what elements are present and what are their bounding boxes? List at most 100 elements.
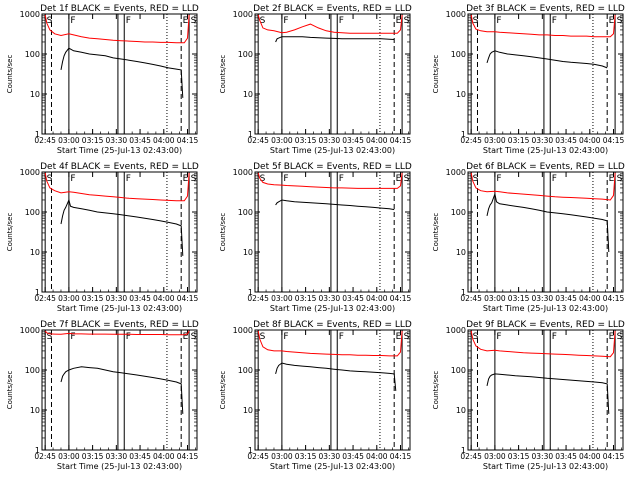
x-tick-label: 03:15 [295, 294, 317, 303]
x-axis-label: Start Time (25-Jul-13 02:43:00) [483, 462, 608, 471]
x-tick-label: 04:15 [177, 136, 199, 145]
plot-frame [467, 329, 624, 451]
y-tick-label: 100 [25, 50, 40, 59]
marker-label-S: S [404, 332, 410, 342]
x-tick-label: 04:00 [366, 136, 388, 145]
x-tick-label: 03:45 [342, 136, 364, 145]
x-tick-label: 04:00 [366, 452, 388, 461]
x-axis-label: Start Time (25-Jul-13 02:43:00) [57, 304, 182, 313]
panel-title: Det 7f BLACK = Events, RED = LLD [40, 320, 199, 330]
y-tick-label: 1000 [233, 326, 253, 335]
y-axis-label: Counts/sec [6, 213, 14, 252]
marker-label-F: F [339, 174, 344, 184]
marker-label-F: F [496, 332, 501, 342]
marker-label-S: S [260, 332, 266, 342]
marker-label-S: S [473, 16, 479, 26]
x-tick-label: 04:15 [390, 136, 412, 145]
marker-label-S: S [404, 16, 410, 26]
y-tick-label: 1 [35, 288, 40, 297]
marker-label-S: S [47, 174, 53, 184]
x-tick-label: 03:15 [295, 136, 317, 145]
panel-det-8: Det 8f BLACK = Events, RED = LLD Counts/s… [219, 320, 412, 471]
y-tick-label: 100 [25, 366, 40, 375]
x-axis-label: Start Time (25-Jul-13 02:43:00) [57, 462, 182, 471]
x-tick-label: 04:15 [603, 294, 625, 303]
marker-label-E: E [396, 332, 402, 342]
marker-label-F: F [126, 174, 131, 184]
plot-frame [41, 171, 198, 293]
panel-det-6: Det 6f BLACK = Events, RED = LLD Counts/s… [432, 162, 625, 313]
y-tick-label: 1 [35, 446, 40, 455]
x-tick-label: 04:00 [366, 294, 388, 303]
y-tick-label: 1000 [446, 326, 466, 335]
panel-det-7: Det 7f BLACK = Events, RED = LLD Counts/s… [6, 320, 199, 471]
series-line-lld [257, 330, 403, 357]
series-line-events [60, 198, 184, 256]
marker-label-S: S [617, 332, 623, 342]
y-tick-label: 100 [238, 50, 253, 59]
x-tick-label: 03:15 [82, 452, 104, 461]
panel-title: Det 2f BLACK = Events, RED = LLD [253, 4, 412, 14]
x-tick-label: 02:45 [247, 294, 269, 303]
series-line-events [486, 373, 610, 414]
y-tick-label: 10 [243, 90, 253, 99]
marker-label-S: S [191, 174, 197, 184]
panel-title: Det 9f BLACK = Events, RED = LLD [466, 320, 625, 330]
series-line-lld [470, 172, 616, 201]
marker-label-F: F [70, 332, 75, 342]
marker-label-F: F [552, 332, 557, 342]
marker-label-F: F [126, 16, 131, 26]
marker-label-S: S [47, 332, 53, 342]
panel-det-2: Det 2f BLACK = Events, RED = LLD Counts/s… [219, 4, 412, 155]
x-tick-label: 03:30 [532, 452, 554, 461]
marker-label-F: F [339, 332, 344, 342]
plot-frame [41, 13, 198, 135]
x-tick-label: 03:15 [508, 136, 530, 145]
marker-label-E: E [183, 174, 189, 184]
marker-label-S: S [260, 174, 266, 184]
panel-det-4: Det 4f BLACK = Events, RED = LLD Counts/s… [6, 162, 199, 313]
x-tick-label: 03:45 [129, 452, 151, 461]
marker-label-S: S [617, 174, 623, 184]
x-tick-label: 04:15 [177, 452, 199, 461]
marker-label-F: F [339, 16, 344, 26]
panel-det-3: Det 3f BLACK = Events, RED = LLD Counts/s… [432, 4, 625, 155]
panel-det-5: Det 5f BLACK = Events, RED = LLD Counts/s… [219, 162, 412, 313]
marker-label-F: F [496, 174, 501, 184]
x-tick-label: 03:00 [484, 294, 506, 303]
x-tick-label: 02:45 [34, 136, 56, 145]
plot-frame [467, 13, 624, 135]
x-tick-label: 03:45 [555, 136, 577, 145]
y-tick-label: 1000 [20, 10, 40, 19]
marker-label-S: S [617, 16, 623, 26]
x-tick-label: 04:00 [579, 294, 601, 303]
x-axis-label: Start Time (25-Jul-13 02:43:00) [483, 304, 608, 313]
marker-label-F: F [70, 174, 75, 184]
marker-label-F: F [126, 332, 131, 342]
y-tick-label: 1000 [446, 168, 466, 177]
y-axis-label: Counts/sec [432, 55, 440, 94]
marker-label-E: E [396, 174, 402, 184]
y-axis-label: Counts/sec [219, 213, 227, 252]
y-tick-label: 100 [238, 208, 253, 217]
y-tick-label: 100 [451, 208, 466, 217]
y-axis-label: Counts/sec [6, 371, 14, 410]
marker-label-E: E [396, 16, 402, 26]
x-tick-label: 03:30 [532, 294, 554, 303]
x-tick-label: 02:45 [247, 136, 269, 145]
x-tick-label: 04:00 [153, 452, 175, 461]
y-tick-label: 100 [25, 208, 40, 217]
x-tick-label: 03:45 [555, 294, 577, 303]
x-tick-label: 04:00 [153, 136, 175, 145]
marker-label-S: S [404, 174, 410, 184]
x-tick-label: 03:30 [532, 136, 554, 145]
x-tick-label: 03:45 [342, 294, 364, 303]
y-axis-label: Counts/sec [432, 213, 440, 252]
series-line-lld [470, 14, 616, 38]
x-tick-label: 04:15 [603, 452, 625, 461]
x-axis-label: Start Time (25-Jul-13 02:43:00) [270, 146, 395, 155]
marker-label-F: F [283, 332, 288, 342]
x-tick-label: 03:15 [508, 294, 530, 303]
y-tick-label: 100 [451, 366, 466, 375]
